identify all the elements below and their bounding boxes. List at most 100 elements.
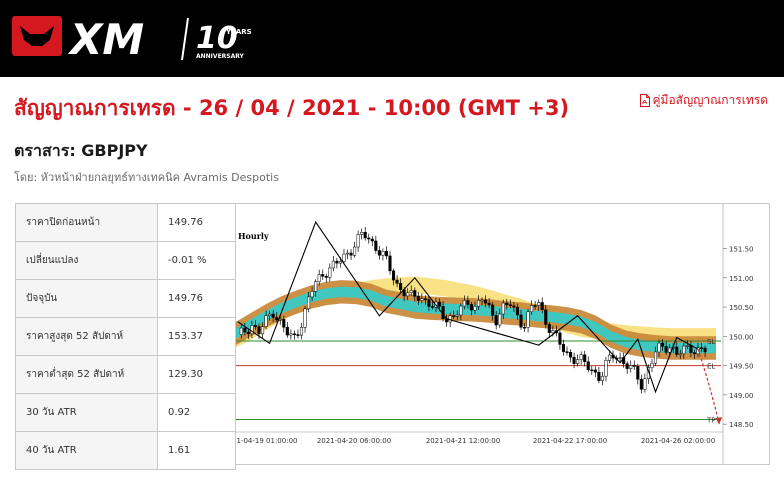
candle-body [625,363,629,369]
candle-body [682,345,686,355]
candle-body [636,366,640,380]
candle-body [285,326,289,336]
candle-body [519,314,523,328]
price-chart: SL EL TP 151.50 151.00 150.50 150.00 149.50 149.… [236,203,770,465]
candle-body [632,365,636,367]
candle-body [324,276,328,278]
candle-body [685,345,689,347]
candle-body [349,252,353,256]
candle-body [406,292,410,297]
logo-text: XM [67,15,144,64]
forecast-arrow [697,349,720,425]
page-title: สัญญาณการเทรด - 26 / 04 / 2021 - 10:00 (… [14,96,570,120]
candle-body [703,347,707,353]
candle-body [661,342,665,347]
candle-body [345,252,350,255]
candle-body [264,315,268,327]
candle-body [505,302,509,305]
candle-body [515,306,519,316]
candle-body [653,351,658,364]
candle-body [381,251,385,256]
x-tick-label: 2021-04-21 12:00:00 [426,437,500,445]
candle-body [448,315,452,323]
candle-body [498,313,502,326]
candle-body [668,347,672,353]
candle-body [271,313,275,318]
stats-row-prev-close: ราคาปิดก่อนหน้า 149.76 [15,203,236,242]
candle-body [391,270,396,281]
candle-body [246,331,250,335]
candle-body [423,298,427,300]
candle-body [576,359,580,364]
candle-body [296,334,300,336]
timeframe-label: Hourly [238,231,269,241]
candle-body [430,306,435,308]
candle-body [303,308,307,328]
candle-body [253,325,258,327]
stat-value: -0.01 % [157,241,236,280]
stat-value: 149.76 [157,279,236,318]
stat-value: 129.30 [157,355,236,394]
candle-body [590,369,594,372]
x-tick-label: 1-04-19 01:00:00 [237,437,298,445]
candle-body [384,251,389,257]
candle-body [363,231,367,239]
candle-body [568,352,573,358]
pdf-icon [639,93,650,107]
candle-body [593,369,597,373]
candle-body [512,305,516,308]
candle-body [420,298,424,301]
candle-body [469,304,473,311]
candle-body [526,311,530,328]
candle-body [533,305,537,307]
candle-body [530,305,534,313]
candle-body [629,365,633,369]
logo-divider [181,17,189,61]
candle-body [583,354,587,362]
candle-body [416,296,420,301]
y-tick-label: 148.50 [729,421,754,429]
candle-body [452,315,456,318]
level-label-sl: SL [707,338,715,346]
x-tick-label: 2021-04-22 17:00:00 [533,437,607,445]
ma-fast-band-inner [236,286,716,354]
xm-logo[interactable]: XM 10 YEARS ANNIVERSARY [12,10,252,64]
candle-body [551,330,555,333]
stat-label: 30 วัน ATR [15,393,158,432]
candle-body [494,315,498,326]
signals-guide-link[interactable]: คู่มือสัญญาณการเทรด [639,92,769,108]
forecast-arrowhead [715,417,723,425]
anniversary-number: 10 [196,21,238,56]
candle-body [455,314,459,317]
signals-guide-label: คู่มือสัญญาณการเทรด [652,93,769,107]
candle-body [377,250,381,256]
candle-body [292,333,296,336]
stats-row-current: ปัจจุบัน 149.76 [15,279,236,318]
candle-body [275,317,279,321]
candle-body [604,360,608,377]
candle-body [699,347,704,349]
y-tick-label: 149.00 [729,392,754,400]
stat-label: ราคาต่ำสุด 52 สัปดาห์ [15,355,158,394]
candle-body [508,304,512,307]
candle-body [476,300,481,307]
candle-body [268,313,272,316]
candle-body [501,302,505,315]
candle-body [370,238,374,242]
chart-svg: SL EL TP 151.50 151.00 150.50 150.00 149.50 149.… [236,204,754,464]
candle-body [643,378,647,390]
candle-body [299,327,304,336]
candle-body [388,255,392,272]
candle-body [338,261,342,264]
candle-body [278,318,282,321]
author-byline: โดย: หัวหน้าฝ่ายกลยุทธ์ทางเทคนิค Avramis… [14,171,279,184]
stat-label: ปัจจุบัน [15,279,158,318]
candle-body [374,240,378,251]
candle-body [317,274,321,282]
candle-body [466,300,470,305]
zigzag-line [237,220,699,394]
stat-label: เปลี่ยนแปลง [15,241,158,280]
candle-body [282,318,286,328]
x-tick-label: 2021-04-20 06:00:00 [317,437,391,445]
y-tick-label: 150.00 [729,333,754,341]
